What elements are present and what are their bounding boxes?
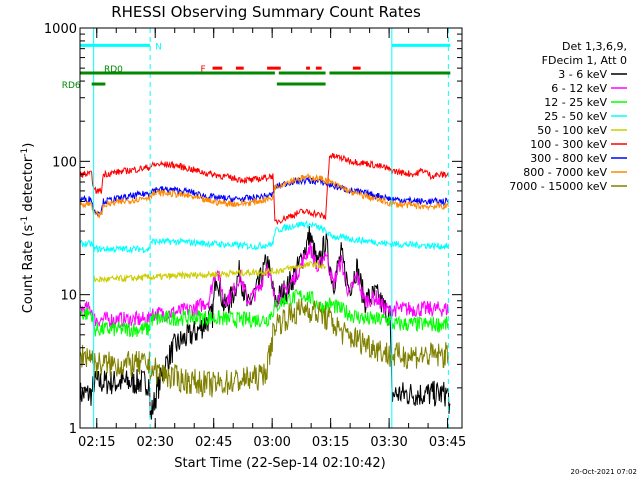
x-tick-label: 02:30 [136, 435, 173, 450]
y-tick-label: 10 [60, 289, 77, 304]
legend-entry-label: 7000 - 15000 keV [509, 180, 607, 193]
series-line [80, 219, 449, 255]
series-layer [80, 152, 451, 420]
y-axis-label-main: Count Rate (s [21, 225, 36, 314]
series-line [93, 260, 327, 284]
legend-entry-label: 50 - 100 keV [537, 124, 607, 137]
x-tick-label: 02:15 [78, 435, 115, 450]
x-tick-label: 03:00 [253, 435, 290, 450]
flag-label: F [201, 65, 206, 75]
x-axis-label: Start Time (22-Sep-14 02:10:42) [174, 456, 385, 471]
legend-entry-label: 12 - 25 keV [544, 96, 607, 109]
x-tick-label: 03:30 [370, 435, 407, 450]
y-axis-label-end: ) [21, 143, 36, 148]
flag-label: RD6 [62, 81, 81, 91]
axis-layer: 1 10 100 1000 02:15 02:30 02:45 03:00 03:15 03:30… [44, 22, 466, 450]
flag-label: RD0 [104, 65, 123, 75]
x-tick-label: 03:45 [429, 435, 466, 450]
y-axis-label-tail: detector [21, 156, 36, 216]
flag-label: N [155, 42, 162, 52]
legend-entry-label: 6 - 12 keV [551, 82, 607, 95]
plot-frame [79, 27, 463, 429]
y-axis-label-sup2: -1 [20, 148, 30, 157]
x-tick-label: 02:45 [195, 435, 232, 450]
legend-header: Det 1,3,6,9, [562, 40, 627, 53]
legend-entry-label: 800 - 7000 keV [523, 166, 607, 179]
legend-entry-label: 3 - 6 keV [558, 68, 607, 81]
y-axis-label: Count Rate (s-1 detector-1) [20, 143, 36, 314]
footer-timestamp: 20-Oct-2021 07:02 [571, 468, 637, 476]
y-axis-label-sup1: -1 [20, 216, 30, 225]
series-line [80, 298, 449, 398]
legend-entry-label: 100 - 300 keV [530, 138, 607, 151]
y-tick-label: 1000 [44, 22, 77, 37]
legend-entry-label: 300 - 800 keV [530, 152, 607, 165]
x-tick-label: 03:15 [312, 435, 349, 450]
marker-layer: N F RD0 RD6 [62, 28, 451, 428]
series-line [80, 241, 449, 328]
series-line [80, 173, 449, 219]
series-line [80, 225, 451, 420]
legend-header: FDecim 1, Att 0 [542, 54, 627, 67]
y-tick-label: 100 [52, 155, 77, 170]
series-line [80, 152, 449, 226]
legend-entry-label: 25 - 50 keV [544, 110, 607, 123]
series-line [80, 289, 449, 338]
y-tick-label: 1 [69, 422, 77, 437]
chart-title: RHESSI Observing Summary Count Rates [111, 3, 421, 21]
